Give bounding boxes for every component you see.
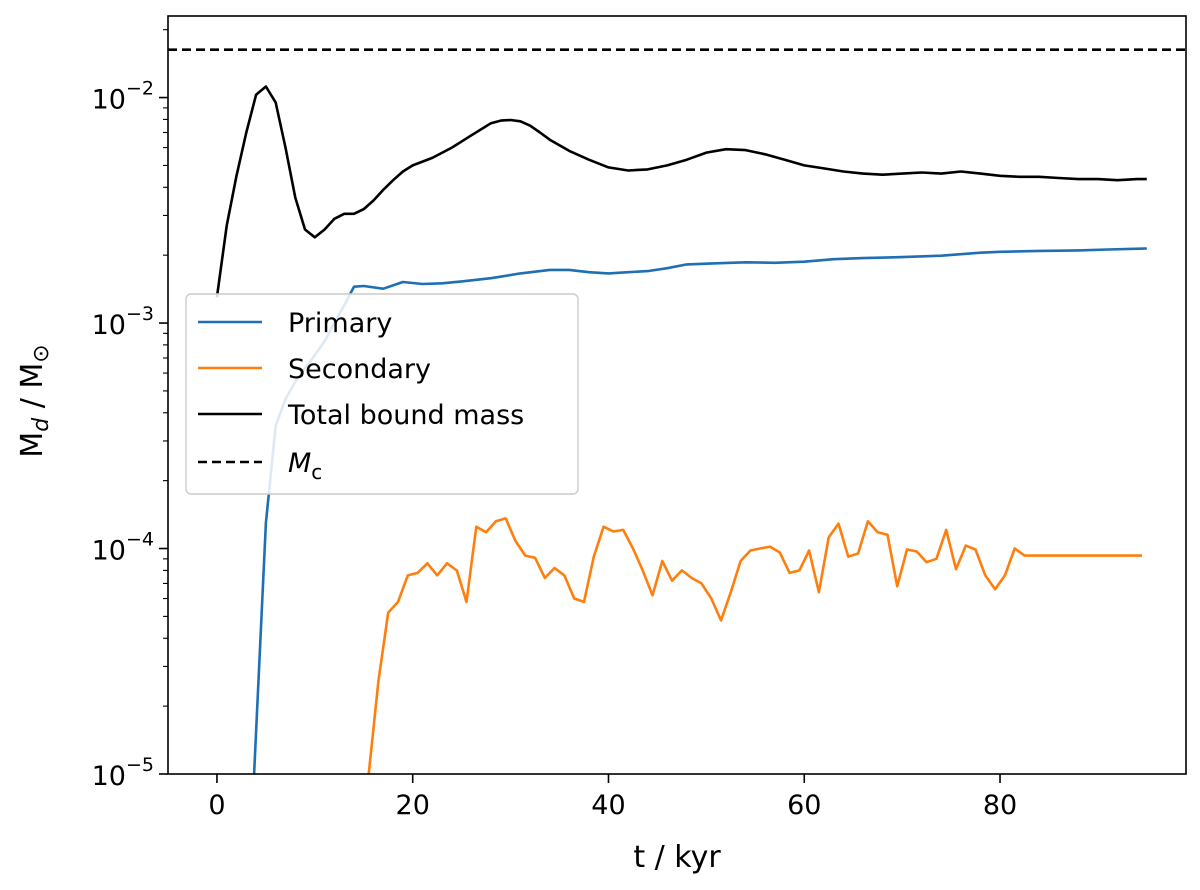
legend-label-primary: Primary (288, 308, 392, 339)
x-axis: 0 20 40 60 80 (208, 774, 1017, 821)
series-line-total-bound-mass (215, 85, 1147, 298)
x-tick-label: 40 (591, 790, 625, 821)
legend-label-mc: Mc (288, 448, 322, 484)
x-tick-label: 0 (208, 790, 225, 821)
series-line-secondary (367, 517, 1142, 774)
x-tick-label: 20 (396, 790, 430, 821)
legend: Primary Secondary Total bound mass Mc (185, 293, 579, 495)
y-tick-label: 10−4 (92, 529, 154, 567)
legend-label-total-bound-mass: Total bound mass (287, 400, 524, 431)
x-axis-label: t / kyr (633, 840, 721, 875)
y-tick-label: 10−5 (92, 754, 154, 792)
y-tick-label: 10−2 (92, 78, 154, 116)
y-label-M: M (15, 432, 50, 458)
y-label-sub-d: d (29, 417, 54, 432)
y-label-sun-symbol: ⊙ (29, 344, 54, 362)
y-label-rest: / M (15, 363, 50, 418)
plot-area-frame (167, 15, 1187, 775)
legend-box (185, 293, 579, 495)
x-tick-label: 60 (787, 790, 821, 821)
y-axis-label: Md / M⊙ (15, 344, 54, 457)
y-axis: 10−5 10−4 10−3 10−2 (92, 29, 168, 792)
x-tick-label: 80 (983, 790, 1017, 821)
y-tick-label: 10−3 (92, 303, 154, 341)
legend-label-secondary: Secondary (288, 354, 431, 385)
